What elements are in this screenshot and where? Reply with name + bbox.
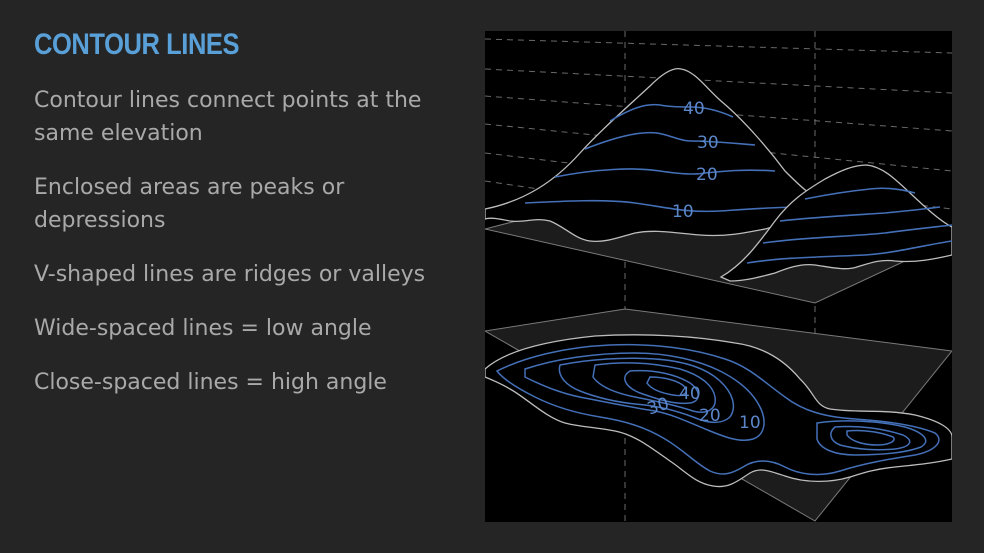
bullet-item: Enclosed areas are peaks or depressions xyxy=(34,175,345,233)
map-label-10: 10 xyxy=(739,413,761,433)
profile-label-10: 10 xyxy=(672,202,694,222)
bullet-item: Wide-spaced lines = low angle xyxy=(34,316,372,341)
slide-title: CONTOUR LINES xyxy=(34,28,240,61)
map-label-40: 40 xyxy=(679,384,701,404)
contour-diagram-svg: 40 30 20 10 40 30 20 10 xyxy=(485,31,952,522)
profile-label-40: 40 xyxy=(683,99,705,119)
bullet-list: Contour lines connect points at the same… xyxy=(34,84,454,420)
bullet-item: V-shaped lines are ridges or valleys xyxy=(34,262,426,287)
profile-label-30: 30 xyxy=(697,133,719,153)
contour-diagram: 40 30 20 10 40 30 20 10 xyxy=(485,31,952,522)
bullet-item: Close-spaced lines = high angle xyxy=(34,370,387,395)
bullet-item: Contour lines connect points at the same… xyxy=(34,88,422,146)
contour-map xyxy=(485,334,952,488)
profile-labels: 40 30 20 10 xyxy=(672,99,719,222)
large-mountain xyxy=(485,67,827,243)
map-label-20: 20 xyxy=(699,406,721,426)
small-mountain xyxy=(719,164,952,282)
profile-label-20: 20 xyxy=(696,165,718,185)
